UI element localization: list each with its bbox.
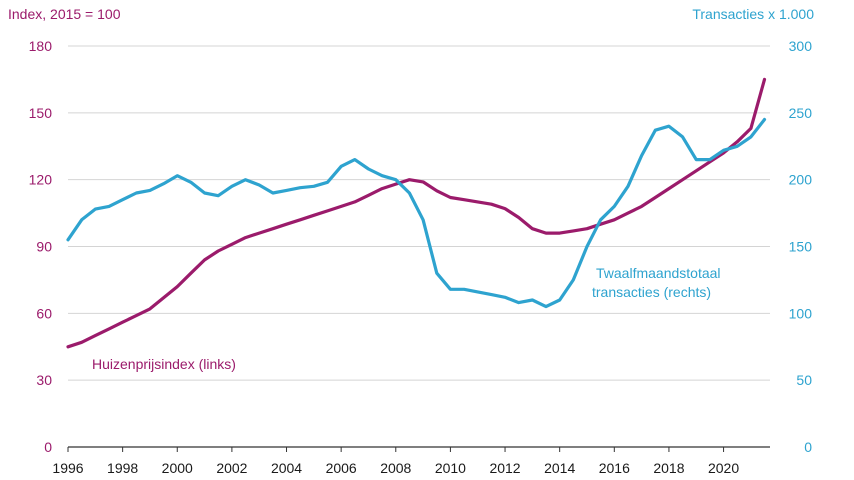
right-axis-title: Transacties x 1.000 xyxy=(692,6,814,22)
x-tick-label: 2004 xyxy=(271,460,302,476)
right-tick-label: 300 xyxy=(789,38,813,54)
series-label-transacties-line1: Twaalfmaandstotaal xyxy=(596,265,721,281)
left-tick-label: 30 xyxy=(36,372,52,388)
series-label-huizenprijsindex: Huizenprijsindex (links) xyxy=(92,356,236,372)
right-tick-label: 150 xyxy=(789,239,813,255)
right-axis-ticks: 0 50 100 150 200 250 300 xyxy=(789,38,813,455)
x-tick-label: 2006 xyxy=(326,460,357,476)
x-tick-label: 2014 xyxy=(544,460,575,476)
x-tick-label: 1996 xyxy=(52,460,83,476)
x-tick-label: 2010 xyxy=(435,460,466,476)
right-tick-label: 200 xyxy=(789,172,813,188)
grid-lines xyxy=(68,45,770,448)
x-tick-label: 2012 xyxy=(489,460,520,476)
x-axis-ticks: 1996 1998 2000 2002 2004 2006 2008 2010 2012 2014… xyxy=(52,447,739,476)
left-tick-label: 150 xyxy=(29,105,53,121)
left-tick-label: 180 xyxy=(29,38,53,54)
left-tick-label: 0 xyxy=(44,439,52,455)
right-tick-label: 100 xyxy=(789,305,813,321)
x-tick-label: 2002 xyxy=(216,460,247,476)
series-line-huizenprijsindex xyxy=(66,77,767,349)
x-tick-label: 2008 xyxy=(380,460,411,476)
left-tick-label: 90 xyxy=(36,239,52,255)
right-tick-label: 0 xyxy=(804,439,812,455)
left-axis-ticks: 0 30 60 90 120 150 180 xyxy=(29,38,53,455)
left-tick-label: 60 xyxy=(36,305,52,321)
x-tick-label: 2016 xyxy=(599,460,630,476)
left-tick-label: 120 xyxy=(29,172,53,188)
x-tick-label: 2018 xyxy=(653,460,684,476)
right-tick-label: 250 xyxy=(789,105,813,121)
left-axis-title: Index, 2015 = 100 xyxy=(8,6,121,22)
x-tick-label: 2000 xyxy=(162,460,193,476)
series-lines xyxy=(66,77,767,349)
x-tick-label: 2020 xyxy=(708,460,739,476)
x-tick-label: 1998 xyxy=(107,460,138,476)
series-line-transacties xyxy=(66,117,767,309)
series-label-transacties-line2: transacties (rechts) xyxy=(592,284,711,300)
right-tick-label: 50 xyxy=(796,372,812,388)
